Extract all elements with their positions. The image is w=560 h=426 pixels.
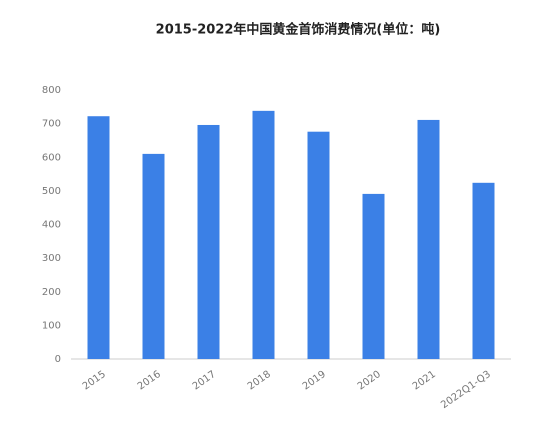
y-tick-label: 600 <box>42 152 61 163</box>
x-tick-label: 2015 <box>81 369 108 393</box>
x-tick-label: 2022Q1-Q3 <box>439 369 493 411</box>
bar <box>87 116 110 359</box>
bar <box>252 110 275 359</box>
x-tick-label: 2021 <box>411 369 438 393</box>
y-tick-label: 800 <box>42 85 61 96</box>
bar <box>197 124 220 359</box>
y-tick-label: 100 <box>42 320 61 331</box>
bar <box>472 182 495 359</box>
bar <box>417 119 440 360</box>
y-tick-label: 200 <box>42 287 61 298</box>
x-tick-label: 2019 <box>301 369 328 393</box>
x-tick-label: 2020 <box>356 369 383 393</box>
bar <box>142 153 165 359</box>
chart-title: 2015-2022年中国黄金首饰消费情况(单位：吨) <box>156 22 441 38</box>
y-tick-label: 400 <box>42 220 61 231</box>
bar <box>362 193 385 359</box>
y-tick-label: 500 <box>42 186 61 197</box>
x-tick-label: 2016 <box>136 369 163 393</box>
y-tick-label: 0 <box>55 354 61 365</box>
bar <box>307 131 330 359</box>
x-tick-label: 2018 <box>246 369 273 393</box>
x-tick-label: 2017 <box>191 369 218 393</box>
y-tick-label: 700 <box>42 119 61 130</box>
y-tick-label: 300 <box>42 253 61 264</box>
